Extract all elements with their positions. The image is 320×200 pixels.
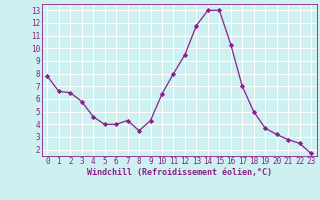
X-axis label: Windchill (Refroidissement éolien,°C): Windchill (Refroidissement éolien,°C) bbox=[87, 168, 272, 177]
